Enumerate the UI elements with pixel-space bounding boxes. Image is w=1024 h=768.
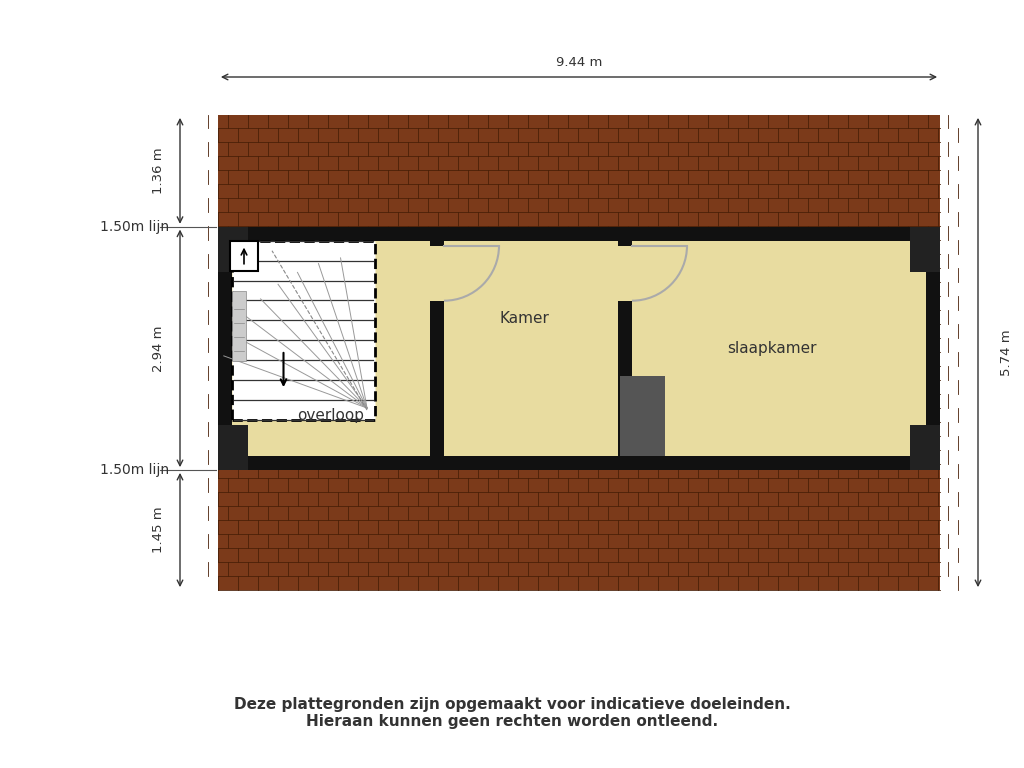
Text: 1.50m lijn: 1.50m lijn (100, 220, 169, 233)
Bar (218, 227, 248, 272)
Text: 2.94 m: 2.94 m (152, 325, 165, 372)
Bar (926, 227, 940, 470)
Bar (910, 227, 940, 272)
Bar (218, 425, 248, 470)
Text: 1.36 m: 1.36 m (152, 147, 165, 194)
Bar (430, 246, 444, 301)
Bar (910, 425, 940, 470)
Bar (218, 227, 940, 240)
Bar (218, 115, 940, 590)
Bar (232, 227, 926, 470)
Bar (218, 227, 232, 470)
Bar (430, 227, 444, 470)
Text: 9.44 m: 9.44 m (556, 57, 602, 69)
Bar (620, 376, 665, 456)
Text: Kamer: Kamer (499, 311, 549, 326)
Bar (232, 240, 375, 420)
Text: overloop: overloop (298, 408, 365, 422)
Bar (218, 456, 940, 470)
Text: 5.74 m: 5.74 m (999, 329, 1013, 376)
Text: slaapkamer: slaapkamer (727, 341, 817, 356)
Text: Deze plattegronden zijn opgemaakt voor indicatieve doeleinden.
Hieraan kunnen ge: Deze plattegronden zijn opgemaakt voor i… (233, 697, 791, 729)
Bar (230, 240, 258, 270)
Bar (618, 227, 632, 470)
Text: 1.50m lijn: 1.50m lijn (100, 463, 169, 477)
Bar (232, 291, 246, 361)
Bar (618, 246, 632, 301)
Text: 1.45 m: 1.45 m (152, 507, 165, 553)
